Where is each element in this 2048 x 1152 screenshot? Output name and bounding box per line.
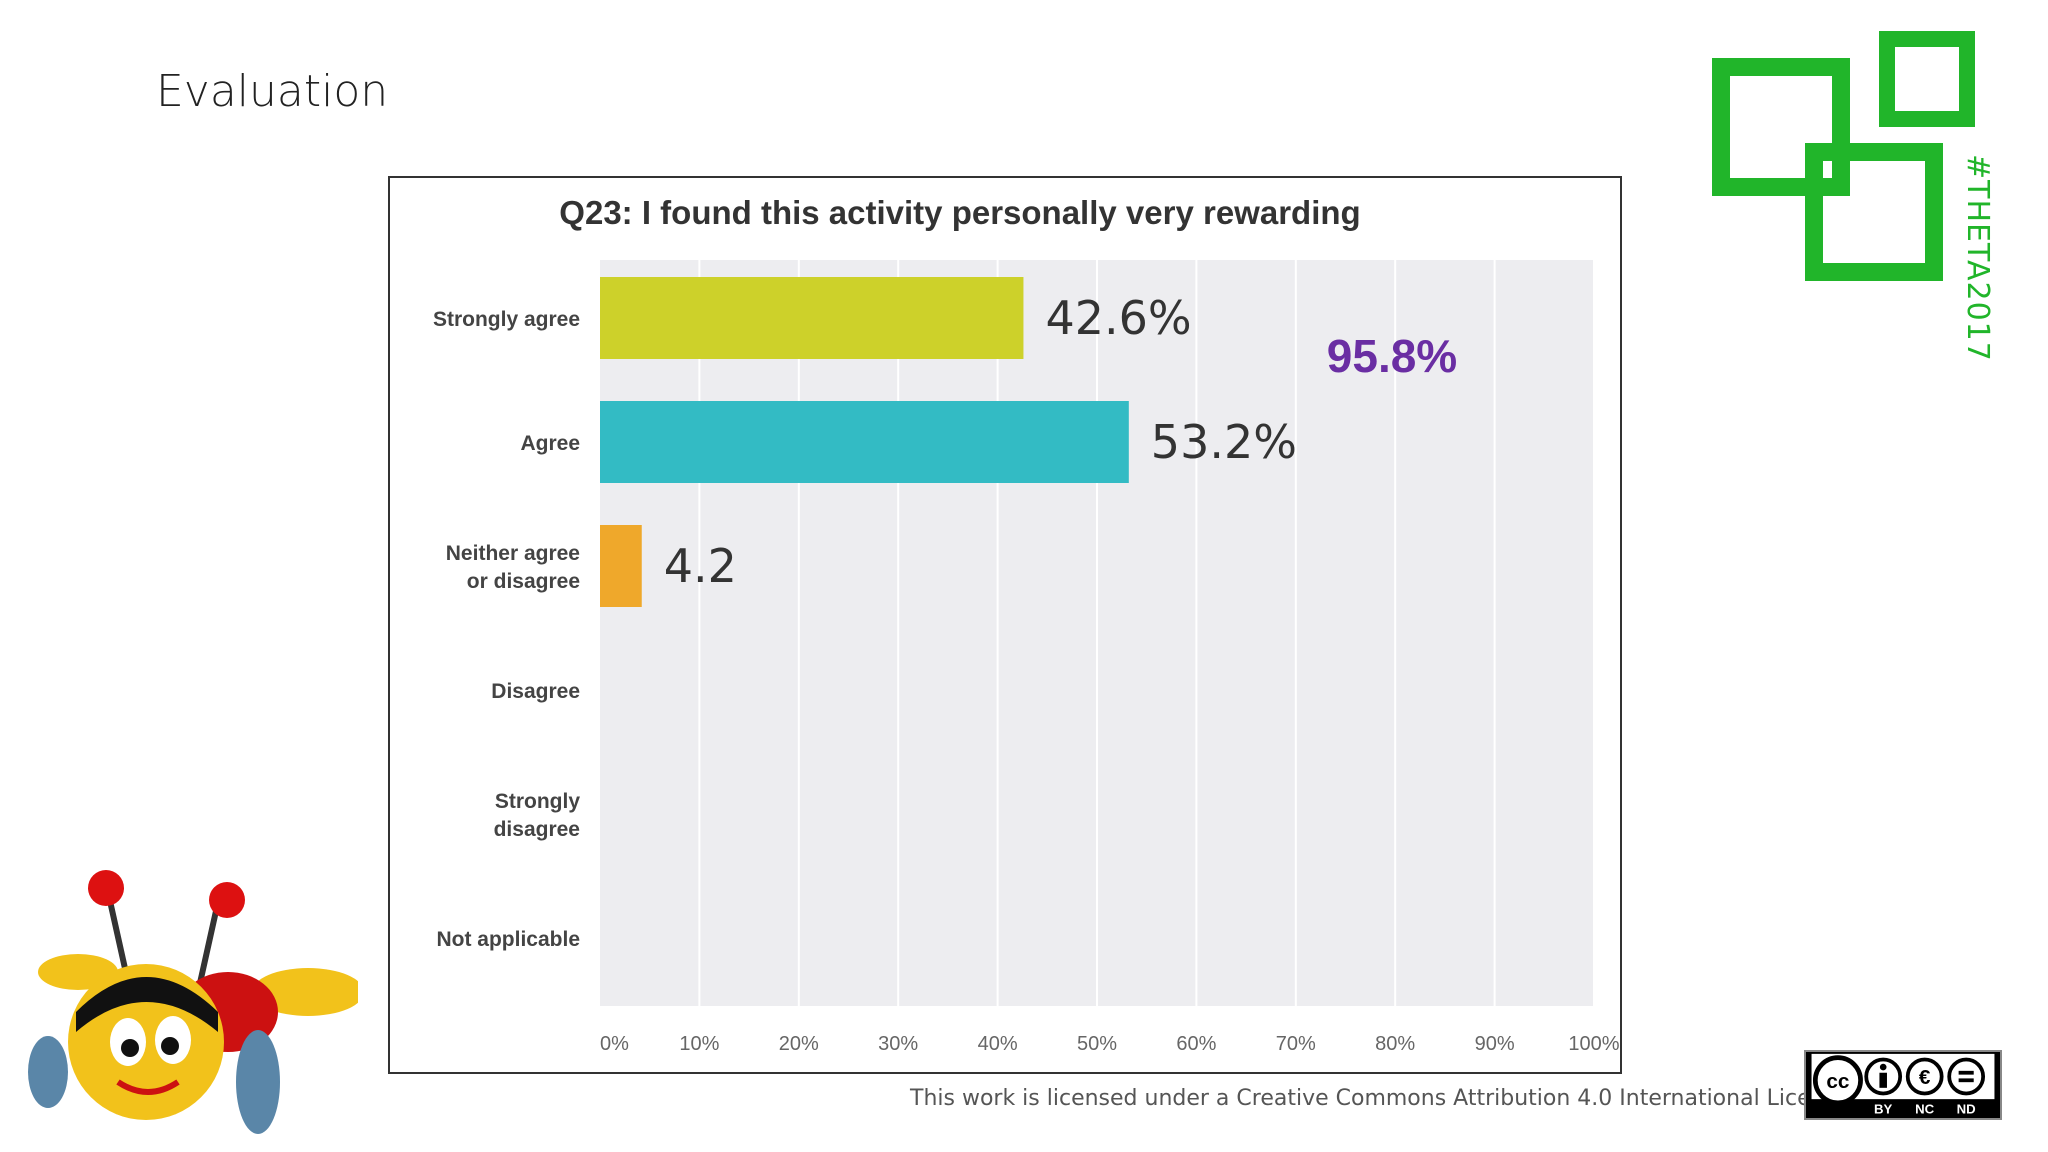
license-text: This work is licensed under a Creative C…: [910, 1086, 1850, 1111]
category-label: or disagree: [467, 570, 580, 593]
category-label: Strongly agree: [433, 308, 580, 331]
x-tick-label: 20%: [779, 1033, 819, 1055]
x-tick-label: 40%: [978, 1033, 1018, 1055]
category-label: disagree: [494, 818, 580, 841]
combined-agree-annotation: 95.8%: [1327, 330, 1457, 382]
x-tick-label: 90%: [1475, 1033, 1515, 1055]
cc-license-badge[interactable]: cc € BY NC ND: [1804, 1050, 2002, 1120]
data-label: 53.2%: [1151, 415, 1297, 469]
bar: [600, 401, 1129, 483]
category-label: Agree: [520, 432, 580, 455]
category-label: Strongly: [495, 790, 580, 813]
x-tick-label: 0%: [600, 1033, 629, 1055]
chart-frame: Q23: I found this activity personally ve…: [388, 176, 1622, 1074]
chart-title: Q23: I found this activity personally ve…: [559, 194, 1360, 231]
bar: [600, 277, 1024, 359]
x-tick-label: 100%: [1568, 1033, 1619, 1055]
badge-label-nc: NC: [1915, 1101, 1935, 1116]
data-label: 42.6%: [1045, 291, 1191, 345]
x-tick-label: 60%: [1176, 1033, 1216, 1055]
bee-mascot-icon: [28, 870, 358, 1134]
x-tick-label: 50%: [1077, 1033, 1117, 1055]
badge-label-nd: ND: [1957, 1101, 1976, 1116]
hashtag: #THETA2017: [1960, 154, 1995, 362]
badge-label-by: BY: [1874, 1101, 1893, 1116]
category-label: Disagree: [491, 680, 580, 703]
survey-bar-chart: Q23: I found this activity personally ve…: [433, 194, 1620, 1055]
x-tick-label: 70%: [1276, 1033, 1316, 1055]
x-tick-label: 10%: [679, 1033, 719, 1055]
bar: [600, 525, 642, 607]
x-tick-label: 30%: [878, 1033, 918, 1055]
svg-text:cc: cc: [1826, 1070, 1849, 1093]
noncommercial-icon: [1905, 1057, 1944, 1096]
data-label: 4.2: [664, 539, 737, 593]
slide-title: Evaluation: [156, 66, 389, 117]
cc-icon: [1812, 1055, 1863, 1106]
noderivatives-icon: [1947, 1057, 1986, 1096]
category-label: Neither agree: [446, 542, 580, 565]
svg-text:€: €: [1919, 1066, 1931, 1089]
theta-logo: [1712, 31, 1975, 281]
category-label: Not applicable: [436, 928, 580, 951]
x-tick-label: 80%: [1375, 1033, 1415, 1055]
